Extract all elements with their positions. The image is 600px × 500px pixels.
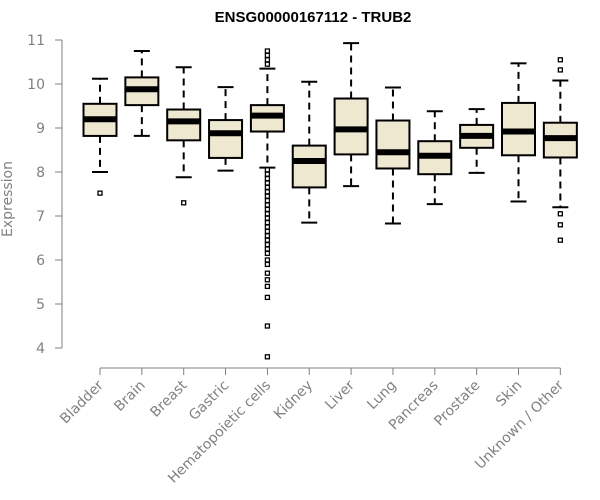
- box-bladder: [82, 77, 118, 196]
- outlier-point: [557, 222, 563, 228]
- outlier-point: [557, 57, 563, 63]
- box-lung: [375, 86, 411, 225]
- x-tick-label: Kidney: [271, 378, 316, 423]
- outlier-point: [264, 167, 271, 173]
- outlier-point: [264, 189, 271, 195]
- outlier-point: [264, 61, 271, 67]
- outlier-point: [264, 215, 271, 221]
- outlier-point: [264, 241, 271, 248]
- outlier-point: [264, 246, 271, 252]
- box-skin: [501, 62, 536, 203]
- outlier-point: [181, 200, 187, 206]
- outlier-point: [264, 250, 271, 257]
- outlier-point: [264, 202, 271, 208]
- outlier-point: [264, 219, 271, 226]
- outlier-point: [264, 175, 271, 182]
- y-tick-label: 6: [36, 253, 45, 269]
- outlier-point: [264, 323, 271, 329]
- box-kidney: [291, 80, 327, 224]
- chart-title: ENSG00000167112 - TRUB2: [215, 9, 412, 26]
- outlier-point: [264, 277, 271, 283]
- outlier-point: [264, 193, 271, 199]
- outlier-point: [264, 48, 271, 54]
- outlier-point: [264, 52, 271, 59]
- outlier-point: [264, 180, 271, 186]
- box-iqr: [375, 119, 411, 170]
- outlier-point: [264, 294, 271, 301]
- outlier-point: [557, 237, 563, 243]
- box-prostate: [459, 108, 495, 174]
- outlier-point: [264, 228, 271, 235]
- y-axis-label: Expression: [0, 161, 16, 237]
- outlier-point: [264, 57, 271, 63]
- box-gastric: [208, 86, 244, 172]
- y-tick-label: 9: [36, 121, 45, 137]
- outlier-point: [264, 233, 271, 239]
- outlier-point: [264, 184, 271, 191]
- x-tick-label: Breast: [147, 377, 191, 421]
- outlier-point: [264, 237, 271, 243]
- y-tick-label: 7: [36, 209, 45, 225]
- x-tick-label: Brain: [111, 378, 148, 415]
- x-tick-label: Bladder: [57, 377, 107, 427]
- y-tick-label: 5: [36, 297, 45, 313]
- box-iqr: [166, 108, 202, 142]
- box-liver: [333, 42, 369, 188]
- box-iqr: [208, 119, 244, 159]
- box-brain: [124, 50, 160, 137]
- outlier-point: [264, 257, 271, 263]
- y-tick-label: 11: [27, 33, 45, 49]
- boxes-group: [82, 42, 578, 360]
- box-hematopoietic-cells: [249, 48, 285, 360]
- outlier-point: [264, 206, 271, 213]
- x-tick-label: Prostate: [431, 378, 483, 430]
- y-tick-label: 10: [27, 77, 45, 93]
- outlier-point: [264, 224, 271, 230]
- outlier-point: [264, 211, 271, 217]
- outlier-point: [557, 67, 563, 73]
- box-unknown-other: [542, 57, 578, 243]
- box-pancreas: [417, 110, 453, 206]
- outlier-point: [264, 283, 271, 290]
- box-breast: [166, 66, 202, 206]
- x-tick-label: Lung: [364, 378, 399, 413]
- x-tick-label: Liver: [322, 377, 358, 413]
- outlier-point: [97, 190, 103, 196]
- outlier-point: [557, 211, 563, 217]
- outlier-point: [264, 197, 271, 204]
- outlier-point: [264, 171, 271, 177]
- outlier-point: [264, 354, 271, 360]
- y-axis: 4 5 6 7 8 9 10 11: [27, 33, 63, 357]
- box-iqr: [291, 144, 327, 189]
- y-tick-label: 8: [36, 165, 45, 181]
- outlier-point: [264, 270, 271, 276]
- outlier-point: [264, 261, 271, 268]
- x-tick-label: Skin: [493, 378, 525, 410]
- y-tick-label: 4: [36, 341, 45, 357]
